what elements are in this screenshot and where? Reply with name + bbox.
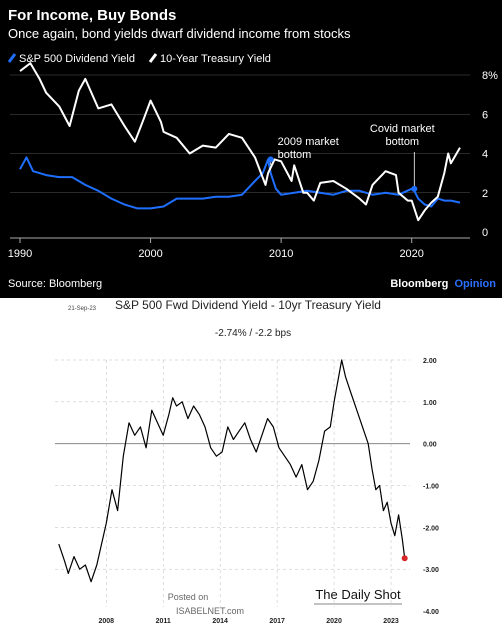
- legend-label-treasury-yield: 10-Year Treasury Yield: [160, 53, 271, 65]
- daily-shot-logo: The Daily Shot: [315, 587, 401, 602]
- legend-label-dividend-yield: S&P 500 Dividend Yield: [19, 53, 135, 65]
- y-tick-label: -4.00: [423, 609, 439, 616]
- series-line: [58, 359, 408, 583]
- gridlines: [55, 359, 410, 607]
- isabelnet-watermark: Posted on ISABELNET.com: [168, 592, 244, 616]
- chart-date: 21-Sep-23: [68, 306, 97, 312]
- y-axis-tick-labels: 2.00 1.00 0.00 -1.00 -2.00 -3.00 -4.00: [423, 358, 439, 616]
- chart-title: For Income, Buy Bonds: [8, 7, 176, 24]
- legend: S&P 500 Dividend Yield 10-Year Treasury …: [7, 53, 271, 65]
- daily-shot-chart: 21-Sep-23 S&P 500 Fwd Dividend Yield - 1…: [55, 298, 439, 625]
- brand-main: Bloomberg: [390, 278, 448, 290]
- legend-swatch-dividend-yield: [7, 53, 17, 63]
- current-value-label: -2.74% / -2.2 bps: [215, 328, 291, 339]
- treasury-yield-line: [19, 62, 461, 222]
- legend-swatch-treasury-yield: [148, 53, 158, 63]
- x-tick-label: 2010: [269, 248, 293, 260]
- watermark-site: ISABELNET.com: [176, 606, 244, 616]
- y-tick-label: 0: [482, 227, 488, 239]
- y-tick-label: 6: [482, 109, 488, 121]
- x-tick-label: 2008: [98, 618, 114, 625]
- annotation-label: bottom: [385, 136, 419, 148]
- chart-title: S&P 500 Fwd Dividend Yield - 10yr Treasu…: [115, 298, 381, 312]
- source-note: Source: Bloomberg: [8, 278, 102, 290]
- yield-spread-line: [58, 359, 406, 583]
- y-tick-label: 0.00: [423, 442, 437, 449]
- y-tick-label: -1.00: [423, 484, 439, 491]
- y-tick-label: 2.00: [423, 358, 437, 365]
- daily-shot-chart-panel: 21-Sep-23 S&P 500 Fwd Dividend Yield - 1…: [0, 298, 502, 629]
- annotation-point: [411, 185, 418, 192]
- watermark-posted-on: Posted on: [168, 592, 209, 602]
- x-tick-label: 2020: [326, 618, 342, 625]
- x-tick-label: 2000: [138, 248, 162, 260]
- y-axis-tick-labels: 0 2 4 6 8%: [482, 70, 498, 239]
- brand-accent: Opinion: [454, 278, 496, 290]
- chart-subtitle: Once again, bond yields dwarf dividend i…: [8, 26, 351, 41]
- y-tick-label: 2: [482, 188, 488, 200]
- annotation-label: 2009 market: [278, 136, 339, 148]
- gridlines: [10, 74, 470, 193]
- y-tick-label: 4: [482, 149, 488, 161]
- dividend-yield-line: [19, 156, 461, 210]
- y-tick-label: 8%: [482, 70, 498, 82]
- y-tick-label: -2.00: [423, 525, 439, 532]
- y-tick-label: -3.00: [423, 567, 439, 574]
- x-tick-label: 2023: [383, 618, 399, 625]
- x-tick-label: 1990: [8, 248, 32, 260]
- y-tick-label: 1.00: [423, 400, 437, 407]
- annotation-point: [267, 156, 274, 163]
- x-tick-label: 2014: [212, 618, 228, 625]
- x-axis: 1990 2000 2010 2020: [8, 237, 470, 260]
- annotation-label: Covid market: [370, 123, 435, 135]
- bloomberg-chart-panel: For Income, Buy Bonds Once again, bond y…: [0, 0, 502, 298]
- bloomberg-chart: For Income, Buy Bonds Once again, bond y…: [7, 7, 498, 290]
- x-tick-label: 2017: [269, 618, 285, 625]
- bloomberg-opinion-logo: Bloomberg Opinion: [390, 278, 496, 290]
- latest-value-marker: [401, 555, 408, 562]
- x-axis: 2008 2011 2014 2017 2020 2023: [98, 618, 398, 625]
- x-tick-label: 2020: [399, 248, 423, 260]
- x-tick-label: 2011: [156, 618, 171, 625]
- annotation-label: bottom: [278, 149, 312, 161]
